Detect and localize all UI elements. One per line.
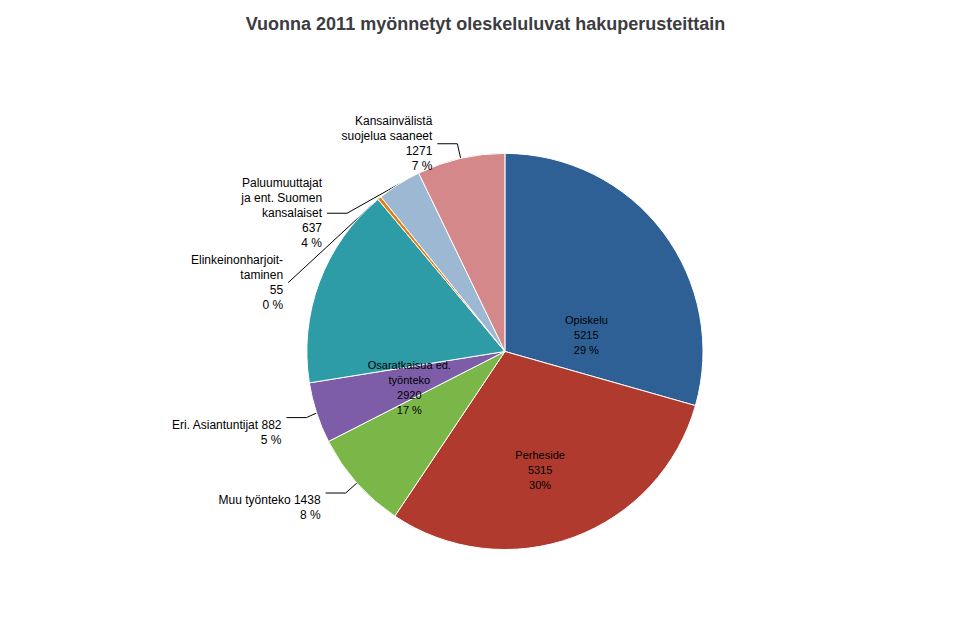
svg-text:taminen: taminen xyxy=(240,268,283,282)
svg-text:637: 637 xyxy=(302,221,322,235)
svg-text:Muu työnteko 1438: Muu työnteko 1438 xyxy=(219,493,321,507)
svg-text:4 %: 4 % xyxy=(301,236,322,250)
svg-text:5 %: 5 % xyxy=(261,433,282,447)
svg-text:kansalaiset: kansalaiset xyxy=(262,206,323,220)
svg-text:Osaratkaisua ed.: Osaratkaisua ed. xyxy=(368,359,451,371)
svg-text:30%: 30% xyxy=(529,479,551,491)
svg-text:Eri. Asiantuntijat 882: Eri. Asiantuntijat 882 xyxy=(172,418,282,432)
svg-text:ja ent. Suomen: ja ent. Suomen xyxy=(240,191,322,205)
svg-text:29 %: 29 % xyxy=(574,344,599,356)
svg-text:Kansainvälistä: Kansainvälistä xyxy=(355,114,433,128)
svg-text:2920: 2920 xyxy=(397,389,421,401)
svg-text:55: 55 xyxy=(270,283,284,297)
svg-text:7 %: 7 % xyxy=(412,159,433,173)
svg-text:työnteko: työnteko xyxy=(389,374,431,386)
svg-text:suojelua saaneet: suojelua saaneet xyxy=(342,129,433,143)
svg-text:5315: 5315 xyxy=(528,464,552,476)
svg-text:Opiskelu: Opiskelu xyxy=(565,314,608,326)
svg-text:Perheside: Perheside xyxy=(515,449,565,461)
svg-text:5215: 5215 xyxy=(574,329,598,341)
svg-text:17 %: 17 % xyxy=(397,404,422,416)
svg-text:1271: 1271 xyxy=(406,144,433,158)
svg-text:8 %: 8 % xyxy=(300,508,321,522)
svg-text:Paluumuuttajat: Paluumuuttajat xyxy=(242,176,323,190)
svg-text:Vuonna 2011 myönnetyt oleskelu: Vuonna 2011 myönnetyt oleskeluluvat haku… xyxy=(246,14,725,34)
svg-text:0 %: 0 % xyxy=(262,298,283,312)
svg-text:Elinkeinonharjoit-: Elinkeinonharjoit- xyxy=(191,253,283,267)
